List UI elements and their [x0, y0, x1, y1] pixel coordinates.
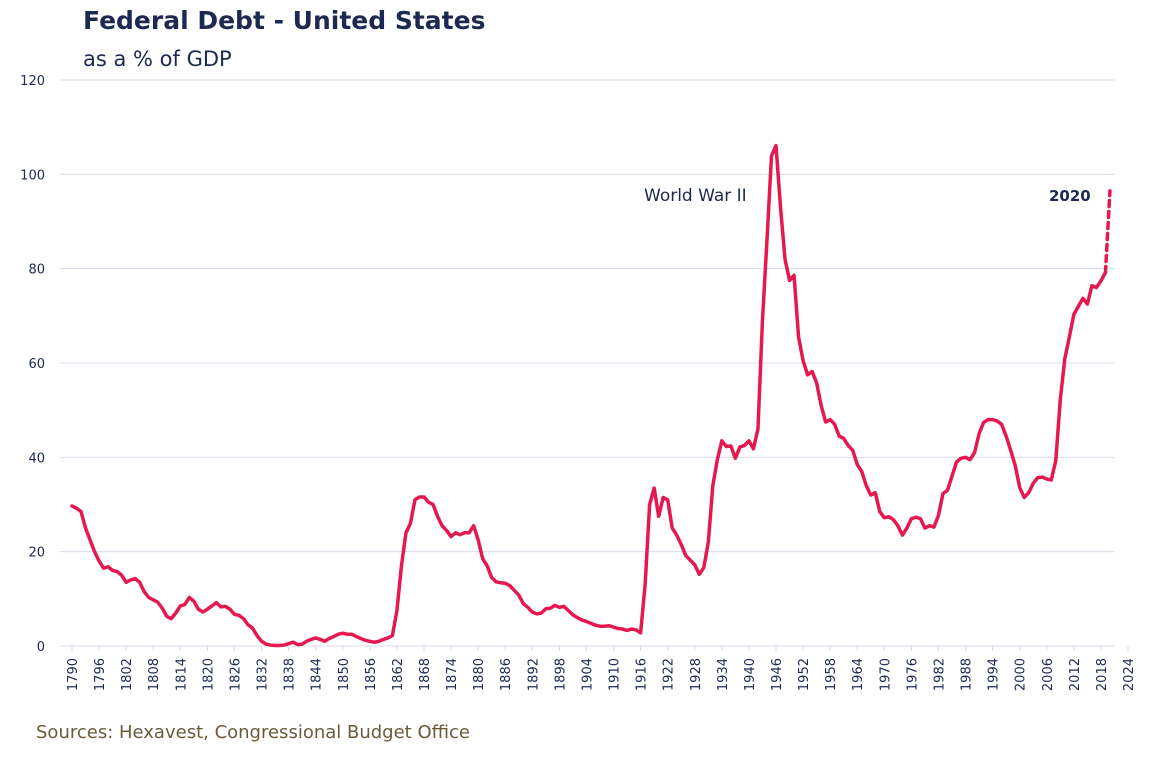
x-tick-label: 1868	[418, 658, 433, 691]
data-line	[1103, 189, 1112, 275]
annotation: World War II	[644, 186, 747, 206]
chart-title: Federal Debt - United States	[83, 6, 485, 35]
y-tick-label: 120	[20, 74, 45, 89]
data-line	[70, 143, 1108, 648]
x-tick-label: 1892	[526, 658, 541, 691]
y-tick-label: 0	[37, 640, 45, 655]
y-tick-label: 100	[20, 168, 45, 183]
x-tick-label: 1952	[797, 658, 812, 691]
x-tick-label: 1832	[256, 658, 271, 691]
x-tick-label: 2018	[1095, 658, 1110, 691]
x-tick-label: 1808	[147, 658, 162, 691]
chart-subtitle: as a % of GDP	[83, 47, 232, 71]
x-tick-label: 1790	[66, 658, 81, 691]
x-tick-label: 1922	[662, 658, 677, 691]
source-note: Sources: Hexavest, Congressional Budget …	[36, 722, 470, 743]
x-tick-label: 1814	[174, 658, 189, 691]
x-tick-label: 1946	[770, 658, 785, 691]
x-tick-label: 1886	[499, 658, 514, 691]
annotation: 2020	[1049, 187, 1091, 205]
x-tick-label: 1910	[608, 658, 623, 691]
x-tick-label: 2024	[1122, 658, 1137, 691]
x-tick-label: 2012	[1068, 658, 1083, 691]
x-tick-label: 1928	[689, 658, 704, 691]
x-tick-label: 1982	[932, 658, 947, 691]
x-tick-label: 1904	[580, 658, 595, 691]
x-tick-label: 1940	[743, 658, 758, 691]
x-tick-label: 1826	[228, 658, 243, 691]
x-tick-label: 1970	[878, 658, 893, 691]
x-tick-label: 1988	[960, 658, 975, 691]
y-tick-label: 40	[28, 451, 45, 466]
x-tick-label: 1964	[851, 658, 866, 691]
x-tick-label: 2006	[1041, 658, 1056, 691]
x-tick-label: 1934	[716, 658, 731, 691]
y-tick-label: 80	[28, 263, 45, 278]
x-tick-label: 1856	[364, 658, 379, 691]
y-tick-label: 60	[28, 357, 45, 372]
x-tick-label: 1802	[120, 658, 135, 691]
x-tick-label: 1820	[201, 658, 216, 691]
x-tick-label: 1976	[905, 658, 920, 691]
x-tick-label: 1958	[824, 658, 839, 691]
x-tick-label: 1862	[391, 658, 406, 691]
x-tick-label: 1874	[445, 658, 460, 691]
x-tick-label: 1850	[337, 658, 352, 691]
x-tick-label: 1994	[987, 658, 1002, 691]
x-tick-label: 1796	[93, 658, 108, 691]
x-tick-label: 1898	[553, 658, 568, 691]
x-tick-label: 1838	[283, 658, 298, 691]
x-tick-label: 1844	[310, 658, 325, 691]
y-tick-label: 20	[28, 546, 45, 561]
x-tick-label: 1880	[472, 658, 487, 691]
x-tick-label: 1916	[635, 658, 650, 691]
x-tick-label: 2000	[1014, 658, 1029, 691]
